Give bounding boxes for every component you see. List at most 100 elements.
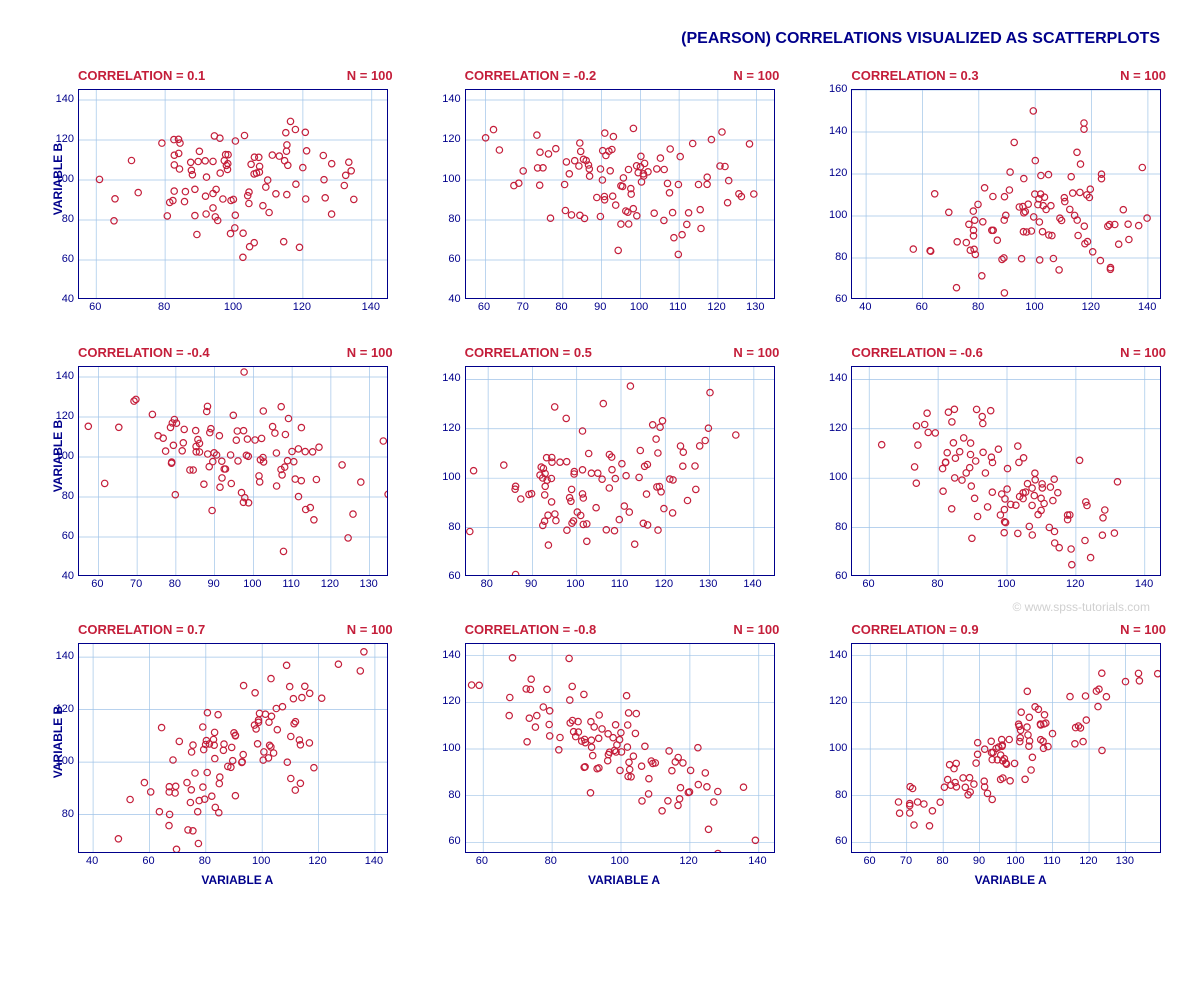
x-tick: 100 (997, 578, 1015, 590)
y-tick: 120 (429, 133, 461, 145)
y-tick: 80 (815, 521, 847, 533)
x-tick: 100 (224, 301, 242, 313)
x-tick: 60 (91, 578, 103, 590)
correlation-label: CORRELATION = 0.9 (851, 622, 1120, 637)
x-tick: 60 (478, 301, 490, 313)
x-tick: 40 (86, 855, 98, 867)
x-tick: 80 (555, 301, 567, 313)
n-label: N = 100 (733, 345, 779, 360)
y-tick: 60 (429, 570, 461, 582)
x-tick: 120 (679, 855, 697, 867)
y-tick: 60 (42, 530, 74, 542)
scatter-plot (78, 643, 388, 853)
x-tick: 80 (169, 578, 181, 590)
y-tick: 40 (42, 293, 74, 305)
y-tick: 60 (42, 253, 74, 265)
n-label: N = 100 (347, 68, 393, 83)
x-tick: 140 (1135, 578, 1153, 590)
n-label: N = 100 (347, 345, 393, 360)
y-tick: 60 (815, 293, 847, 305)
y-tick: 140 (429, 93, 461, 105)
x-tick: 100 (1025, 301, 1043, 313)
x-tick: 140 (362, 301, 380, 313)
x-tick: 90 (208, 578, 220, 590)
chart-panel: CORRELATION = 0.5N = 1006080100120140809… (417, 345, 784, 592)
chart-panel: CORRELATION = 0.7N = 100VARIABLE B801001… (30, 622, 397, 887)
y-tick: 60 (429, 253, 461, 265)
chart-panel: CORRELATION = 0.1N = 100VARIABLE B406080… (30, 68, 397, 315)
y-tick: 60 (815, 570, 847, 582)
x-tick: 80 (158, 301, 170, 313)
y-tick: 100 (815, 742, 847, 754)
x-tick: 60 (89, 301, 101, 313)
y-tick: 40 (42, 570, 74, 582)
y-tick: 80 (815, 251, 847, 263)
y-tick: 80 (42, 213, 74, 225)
x-tick: 60 (862, 578, 874, 590)
x-tick: 80 (931, 578, 943, 590)
chart-panel: CORRELATION = -0.6N = 100608010012014060… (803, 345, 1170, 592)
y-tick: 60 (815, 835, 847, 847)
scatter-plot (465, 643, 775, 853)
x-tick: 60 (476, 855, 488, 867)
x-tick: 80 (199, 855, 211, 867)
chart-panel: CORRELATION = -0.4N = 100VARIABLE B40608… (30, 345, 397, 592)
x-tick: 120 (707, 301, 725, 313)
chart-panel: CORRELATION = 0.9N = 1006080100120140607… (803, 622, 1170, 887)
x-axis-label: VARIABLE A (78, 873, 397, 887)
y-tick: 140 (42, 370, 74, 382)
y-tick: 80 (429, 213, 461, 225)
x-tick: 60 (863, 855, 875, 867)
n-label: N = 100 (347, 622, 393, 637)
x-tick: 100 (610, 855, 628, 867)
y-tick: 140 (42, 650, 74, 662)
main-title: (PEARSON) CORRELATIONS VISUALIZED AS SCA… (30, 30, 1160, 48)
x-tick: 120 (321, 578, 339, 590)
y-tick: 140 (42, 93, 74, 105)
correlation-label: CORRELATION = -0.4 (78, 345, 347, 360)
x-tick: 140 (1138, 301, 1156, 313)
scatter-plot (851, 643, 1161, 853)
x-tick: 120 (1082, 301, 1100, 313)
x-tick: 90 (594, 301, 606, 313)
x-tick: 110 (282, 578, 300, 590)
correlation-label: CORRELATION = -0.6 (851, 345, 1120, 360)
y-tick: 120 (429, 422, 461, 434)
scatter-plot (851, 366, 1161, 576)
x-tick: 70 (900, 855, 912, 867)
scatter-plot (465, 366, 775, 576)
y-tick: 80 (42, 490, 74, 502)
x-tick: 130 (359, 578, 377, 590)
chart-panel: CORRELATION = -0.2N = 100406080100120140… (417, 68, 784, 315)
x-tick: 60 (142, 855, 154, 867)
x-tick: 100 (566, 578, 584, 590)
correlation-label: CORRELATION = 0.3 (851, 68, 1120, 83)
x-axis-label: VARIABLE A (465, 873, 784, 887)
x-tick: 100 (630, 301, 648, 313)
x-tick: 100 (252, 855, 270, 867)
y-tick: 80 (429, 521, 461, 533)
x-tick: 70 (517, 301, 529, 313)
x-axis-label: VARIABLE A (851, 873, 1170, 887)
y-tick: 100 (429, 173, 461, 185)
x-tick: 60 (916, 301, 928, 313)
x-tick: 40 (859, 301, 871, 313)
x-tick: 140 (365, 855, 383, 867)
x-tick: 80 (481, 578, 493, 590)
x-tick: 80 (936, 855, 948, 867)
correlation-label: CORRELATION = 0.1 (78, 68, 347, 83)
n-label: N = 100 (733, 622, 779, 637)
x-tick: 130 (746, 301, 764, 313)
x-tick: 120 (1079, 855, 1097, 867)
y-tick: 140 (815, 372, 847, 384)
scatter-plot (851, 89, 1161, 299)
correlation-label: CORRELATION = 0.7 (78, 622, 347, 637)
y-tick: 100 (429, 742, 461, 754)
scatter-plot (78, 89, 388, 299)
correlation-label: CORRELATION = -0.2 (465, 68, 734, 83)
correlation-label: CORRELATION = 0.5 (465, 345, 734, 360)
chart-panel: CORRELATION = -0.8N = 100608010012014060… (417, 622, 784, 887)
x-tick: 110 (669, 301, 687, 313)
y-tick: 80 (815, 789, 847, 801)
y-tick: 120 (429, 695, 461, 707)
